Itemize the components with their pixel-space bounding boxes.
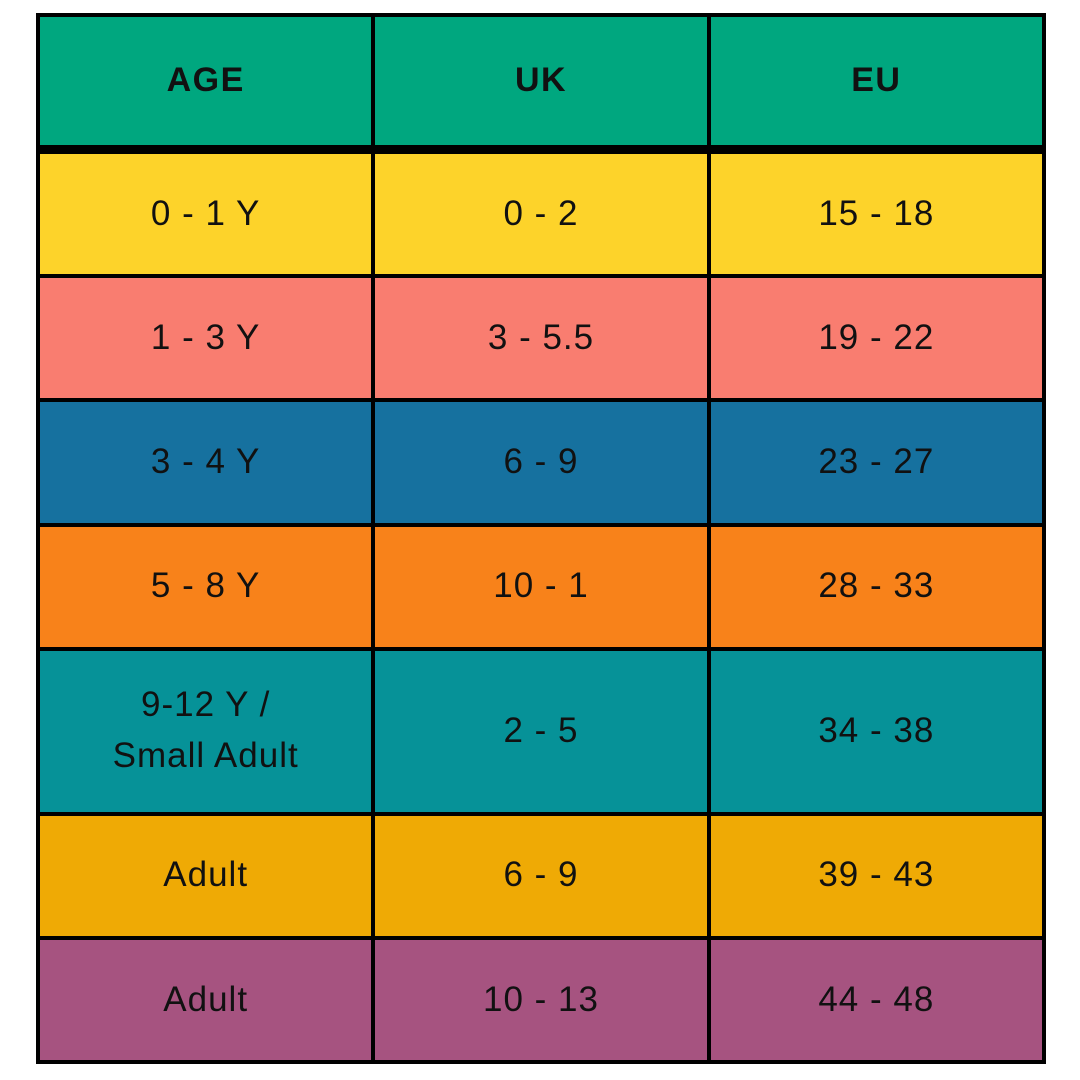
age-cell: 0 - 1 Y <box>40 154 376 275</box>
table-row: 0 - 1 Y 0 - 2 15 - 18 <box>40 154 1042 279</box>
uk-cell: 3 - 5.5 <box>375 278 711 399</box>
age-cell: 9-12 Y / Small Adult <box>40 650 376 812</box>
age-cell: 3 - 4 Y <box>40 402 376 523</box>
age-cell: Adult <box>40 815 376 936</box>
age-cell: Adult <box>40 939 376 1061</box>
uk-cell: 10 - 13 <box>375 939 711 1061</box>
table-row: 9-12 Y / Small Adult 2 - 5 34 - 38 <box>40 650 1042 816</box>
uk-cell: 10 - 1 <box>375 526 711 647</box>
uk-cell: 0 - 2 <box>375 154 711 275</box>
age-cell: 1 - 3 Y <box>40 278 376 399</box>
uk-cell: 6 - 9 <box>375 815 711 936</box>
eu-cell: 19 - 22 <box>818 317 935 357</box>
age-cell: 5 - 8 Y <box>40 526 376 647</box>
table-row: Adult 6 - 9 39 - 43 <box>40 815 1042 940</box>
table-header-row: AGE UK EU <box>40 17 1042 154</box>
table-row: 1 - 3 Y 3 - 5.5 19 - 22 <box>40 278 1042 403</box>
header-cell-age: AGE <box>40 17 376 145</box>
uk-cell: 2 - 5 <box>375 650 711 812</box>
table-row: 3 - 4 Y 6 - 9 23 - 27 <box>40 402 1042 527</box>
eu-cell: 39 - 43 <box>818 855 935 895</box>
eu-cell: 44 - 48 <box>818 979 935 1019</box>
eu-cell: 23 - 27 <box>818 442 935 482</box>
eu-cell: 34 - 38 <box>818 710 935 750</box>
table-row: 5 - 8 Y 10 - 1 28 - 33 <box>40 526 1042 651</box>
eu-cell: 15 - 18 <box>818 193 935 233</box>
header-cell-uk: UK <box>375 17 711 145</box>
header-cell-eu: EU <box>851 61 902 100</box>
size-conversion-table: AGE UK EU 0 - 1 Y 0 - 2 15 - 18 1 - 3 Y … <box>36 13 1046 1064</box>
uk-cell: 6 - 9 <box>375 402 711 523</box>
eu-cell: 28 - 33 <box>818 566 935 606</box>
table-row: Adult 10 - 13 44 - 48 <box>40 939 1042 1061</box>
